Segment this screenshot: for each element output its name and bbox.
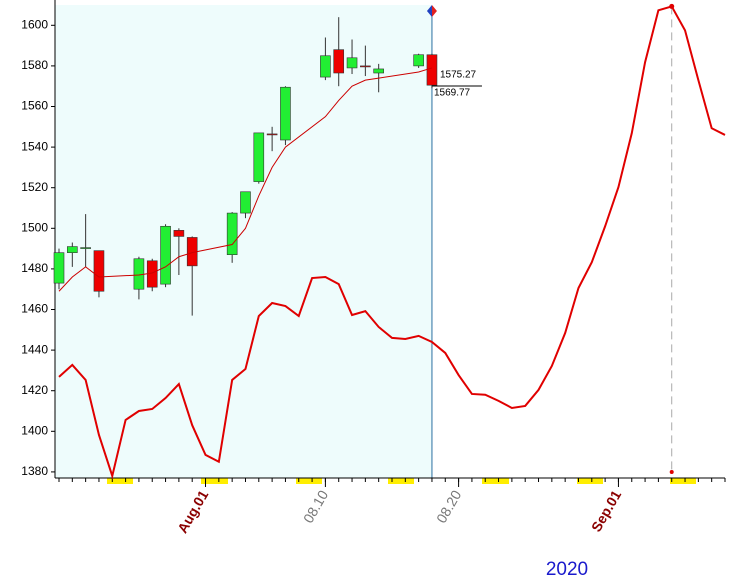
x-tick-label: Sep.01 <box>588 487 625 534</box>
y-tick-label: 1540 <box>21 139 48 153</box>
history-background <box>55 5 432 478</box>
y-tick-label: 1560 <box>21 99 48 113</box>
weekend-markers <box>107 478 696 484</box>
x-tick-label: Aug.01 <box>174 487 211 536</box>
candle-body <box>373 68 384 74</box>
candle-body <box>67 246 78 253</box>
peak-dot <box>669 470 674 474</box>
x-tick-label: 08.20 <box>433 487 464 526</box>
y-tick-label: 1380 <box>21 464 48 478</box>
y-tick-label: 1600 <box>21 17 48 31</box>
weekend-marker <box>577 478 603 484</box>
peak-dot <box>669 3 675 9</box>
y-tick-label: 1440 <box>21 342 48 356</box>
y-tick-label: 1420 <box>21 383 48 397</box>
candle-body <box>53 252 65 284</box>
moving-average-line <box>58 67 433 292</box>
y-tick-label: 1460 <box>21 302 48 316</box>
y-tick-label: 1500 <box>21 220 48 234</box>
y-tick-label: 1580 <box>21 58 48 72</box>
weekend-marker <box>482 478 509 484</box>
candle-body <box>80 247 91 249</box>
y-tick-label: 1480 <box>21 261 48 275</box>
candle-body <box>280 86 291 141</box>
candle-body <box>93 250 105 292</box>
candle-body <box>360 65 371 68</box>
weekend-marker <box>201 478 228 484</box>
current-marker <box>426 5 432 17</box>
forecast-line <box>58 5 726 480</box>
current-marker <box>431 5 437 17</box>
candle-body <box>240 191 251 214</box>
y-tick-label: 1400 <box>21 423 48 437</box>
candle-body <box>266 133 278 136</box>
candle-body <box>333 49 345 74</box>
x-axis-label: 2020 <box>546 559 588 580</box>
weekend-marker <box>107 478 133 484</box>
price-annotation: 1569.77 <box>434 88 471 99</box>
candle-body <box>346 57 358 69</box>
candle-body <box>226 212 238 255</box>
candle-body <box>160 225 171 285</box>
candle-body <box>173 230 185 237</box>
weekend-marker <box>670 478 696 484</box>
candle-body <box>426 54 438 86</box>
weekend-marker <box>296 478 322 484</box>
weekend-marker <box>388 478 414 484</box>
y-tick-label: 1520 <box>21 180 48 194</box>
candle-body <box>320 55 331 78</box>
price-annotation: 1575.27 <box>440 70 477 81</box>
candle-body <box>413 54 424 67</box>
candle-body <box>253 132 265 182</box>
x-tick-label: 08.10 <box>300 487 331 526</box>
